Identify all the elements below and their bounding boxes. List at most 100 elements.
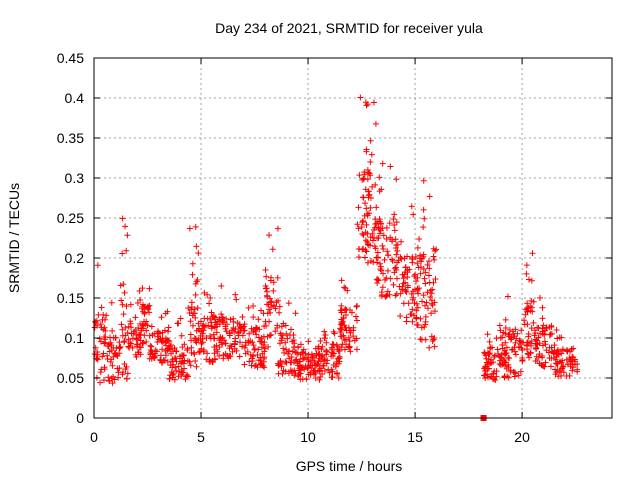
data-point xyxy=(193,243,200,250)
data-point xyxy=(185,373,192,380)
data-point xyxy=(315,343,322,350)
data-point xyxy=(217,335,224,342)
data-point xyxy=(417,264,424,271)
data-point xyxy=(115,374,122,381)
data-point xyxy=(124,232,131,239)
data-point xyxy=(195,250,202,257)
data-point xyxy=(363,205,370,212)
data-point xyxy=(495,350,502,357)
data-point xyxy=(222,340,229,347)
data-point xyxy=(166,376,173,383)
data-point xyxy=(351,337,358,344)
data-point xyxy=(378,293,385,300)
data-point xyxy=(426,265,433,272)
data-point xyxy=(167,343,174,350)
data-point xyxy=(426,344,433,351)
data-point xyxy=(236,339,243,346)
data-point xyxy=(328,366,335,373)
data-point xyxy=(288,326,295,333)
data-point xyxy=(367,234,374,241)
data-point xyxy=(111,376,118,383)
data-point xyxy=(539,354,546,361)
data-point xyxy=(429,302,436,309)
data-point xyxy=(517,368,524,375)
data-point xyxy=(406,266,413,273)
data-point xyxy=(257,307,264,314)
data-point xyxy=(128,330,135,337)
data-point xyxy=(387,234,394,241)
data-point xyxy=(119,326,126,333)
data-point xyxy=(429,286,436,293)
data-point xyxy=(338,326,345,333)
data-point xyxy=(196,326,203,333)
data-point xyxy=(330,350,337,357)
data-point xyxy=(187,331,194,338)
data-point xyxy=(350,333,357,340)
data-point xyxy=(399,283,406,290)
data-point xyxy=(148,343,155,350)
data-point xyxy=(302,362,309,369)
data-point xyxy=(570,354,577,361)
data-point xyxy=(524,350,531,357)
data-point xyxy=(367,172,374,179)
data-point xyxy=(342,306,349,313)
data-point xyxy=(308,357,315,364)
data-point xyxy=(368,151,375,158)
data-point xyxy=(364,167,371,174)
data-point xyxy=(105,374,112,381)
data-point xyxy=(386,220,393,227)
data-point xyxy=(329,374,336,381)
data-point xyxy=(227,353,234,360)
data-point xyxy=(359,176,366,183)
data-point xyxy=(391,221,398,228)
data-point xyxy=(260,362,267,369)
data-point xyxy=(208,309,215,316)
data-point xyxy=(424,261,431,268)
data-point xyxy=(222,350,229,357)
data-point xyxy=(187,362,194,369)
data-point xyxy=(515,372,522,379)
data-point xyxy=(123,375,130,382)
data-point xyxy=(124,329,131,336)
data-point xyxy=(424,289,431,296)
data-point xyxy=(290,337,297,344)
data-point xyxy=(360,194,367,201)
data-point xyxy=(346,343,353,350)
data-point xyxy=(546,344,553,351)
data-point xyxy=(229,348,236,355)
data-point xyxy=(134,300,141,307)
data-point xyxy=(528,342,535,349)
x-tick-label: 15 xyxy=(407,429,423,445)
data-point xyxy=(492,376,499,383)
data-point xyxy=(101,340,108,347)
x-tick-label: 20 xyxy=(514,429,530,445)
data-point xyxy=(321,335,328,342)
data-point xyxy=(206,300,213,307)
data-point xyxy=(246,358,253,365)
data-point xyxy=(305,371,312,378)
data-point xyxy=(398,238,405,245)
data-point xyxy=(184,347,191,354)
data-point xyxy=(273,299,280,306)
data-point xyxy=(98,304,105,311)
data-point xyxy=(218,283,225,290)
data-point xyxy=(382,293,389,300)
data-point xyxy=(421,215,428,222)
data-point xyxy=(386,291,393,298)
data-point xyxy=(134,343,141,350)
data-point xyxy=(493,368,500,375)
data-point xyxy=(249,339,256,346)
data-point xyxy=(392,236,399,243)
data-point xyxy=(159,346,166,353)
data-point xyxy=(200,347,207,354)
data-point xyxy=(235,329,242,336)
data-point xyxy=(147,346,154,353)
data-point xyxy=(338,277,345,284)
data-point xyxy=(211,316,218,323)
data-point xyxy=(402,264,409,271)
data-point xyxy=(110,344,117,351)
data-point xyxy=(170,370,177,377)
data-point xyxy=(173,358,180,365)
data-point xyxy=(486,338,493,345)
